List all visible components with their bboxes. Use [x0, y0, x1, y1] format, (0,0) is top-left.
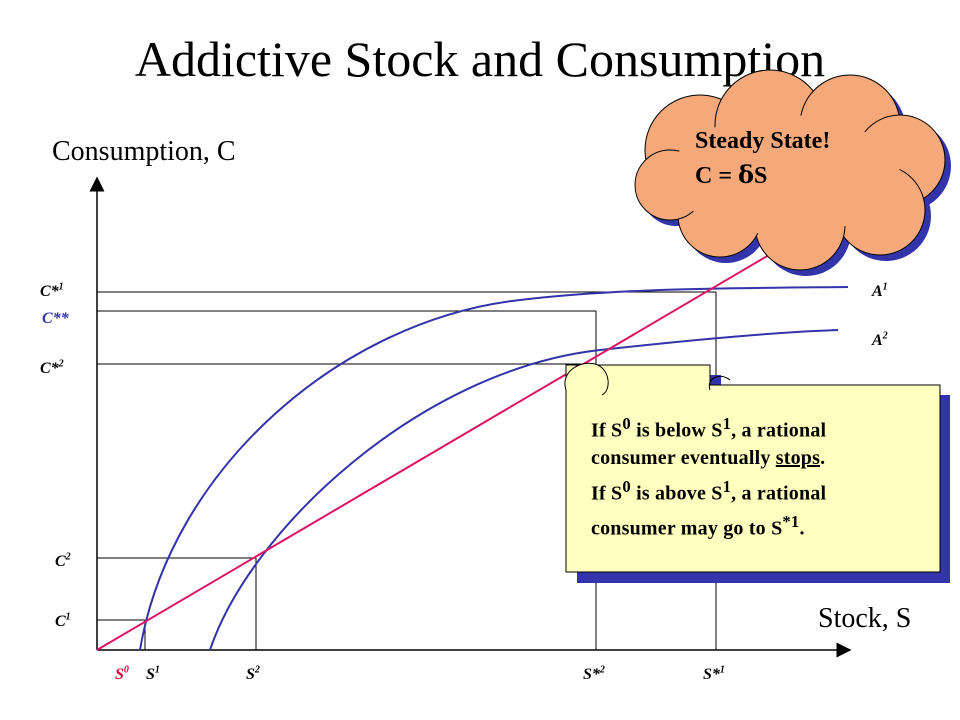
x-axis-label: Stock, S: [818, 603, 912, 634]
curve-a1: [139, 286, 849, 651]
tick-c2: C2: [55, 552, 71, 571]
tick-s-star-1: S*1: [703, 665, 725, 684]
note-line-3: If S0 is above S1, a rational: [591, 476, 827, 505]
note-text: If S0 is below S1, a rational consumer e…: [591, 410, 826, 543]
curve-label-a1: A1: [872, 282, 888, 301]
note-line-2: consumer eventually stops.: [591, 447, 826, 470]
page-title: Addictive Stock and Consumption: [134, 31, 826, 87]
note-line-4: consumer may go to S*1.: [591, 511, 805, 540]
tick-c1: C1: [55, 612, 71, 631]
cloud-text: Steady State! C = δS: [695, 124, 830, 193]
tick-c-star-star: C**: [42, 310, 69, 327]
cloud-line-1: Steady State!: [695, 128, 831, 154]
cloud-line-2: C = δS: [695, 160, 768, 189]
steady-state-line: [96, 224, 821, 651]
tick-s-star-2: S*2: [583, 665, 605, 684]
tick-c-star-1: C*1: [40, 282, 64, 301]
tick-s2: S2: [246, 665, 260, 684]
note-line-1: If S0 is below S1, a rational: [591, 414, 827, 442]
tick-s1: S1: [146, 665, 160, 684]
y-axis-label: Consumption, C: [52, 136, 236, 167]
tick-c-star-2: C*2: [40, 359, 64, 378]
curve-label-a2: A2: [872, 331, 888, 350]
tick-s0: S0: [115, 665, 129, 684]
